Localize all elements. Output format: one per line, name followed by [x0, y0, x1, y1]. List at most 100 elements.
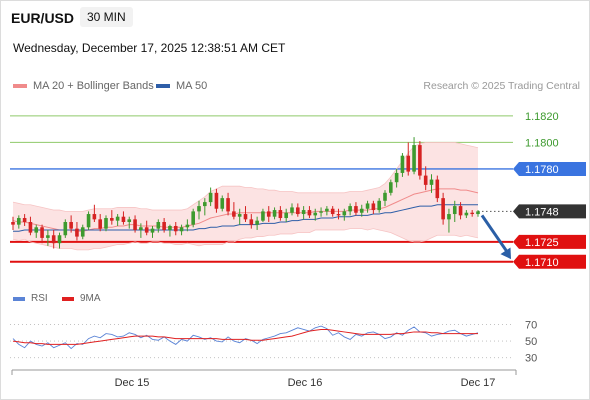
candle-body: [261, 211, 265, 221]
candle: [232, 202, 236, 220]
candle: [197, 200, 201, 220]
candle: [476, 210, 480, 217]
candle: [214, 188, 219, 213]
candle: [150, 225, 155, 238]
candle: [418, 141, 422, 180]
candle: [203, 198, 207, 216]
bollinger-lower-line: [12, 228, 479, 251]
candle-body: [476, 211, 480, 215]
candle: [243, 206, 248, 222]
candle: [406, 142, 411, 176]
candle: [336, 208, 341, 220]
level-tag-1-1800: 1.1800: [525, 137, 559, 149]
candle: [447, 208, 451, 233]
candle: [92, 204, 97, 222]
candle-body: [133, 219, 137, 230]
candle: [359, 204, 364, 217]
candle-body: [371, 203, 376, 211]
level-tag-1-1748: 1.1748: [513, 204, 586, 219]
candle: [208, 187, 213, 207]
candle: [377, 198, 381, 213]
candle-body: [92, 214, 97, 220]
candle: [110, 210, 114, 225]
candle-body: [359, 208, 364, 213]
candle-body: [127, 219, 132, 222]
candle: [237, 208, 242, 225]
legend-bollinger-swatch: [13, 84, 27, 88]
timeframe-button[interactable]: 30 MIN: [80, 7, 133, 27]
legend-rsi-label: RSI: [31, 293, 48, 304]
osc-tick-label: 70: [525, 319, 537, 331]
candle-body: [354, 206, 358, 213]
candle: [354, 202, 358, 216]
candle: [104, 215, 108, 232]
candle-body: [162, 222, 166, 230]
candle-body: [46, 235, 50, 238]
level-tag-1-1780: 1.1780: [513, 161, 586, 176]
candle-body: [470, 212, 474, 215]
candle-body: [179, 227, 184, 232]
candle: [133, 215, 137, 233]
candle-body: [249, 219, 254, 225]
candle: [423, 166, 428, 191]
candle: [51, 229, 56, 249]
datetime-label: Wednesday, December 17, 2025 12:38:51 AM…: [13, 41, 286, 55]
candle: [470, 210, 474, 217]
level-label: 1.1800: [525, 137, 559, 149]
candle-body: [98, 219, 102, 229]
level-label: 1.1780: [525, 164, 559, 176]
ma50-line: [13, 204, 478, 232]
candle: [458, 202, 463, 220]
candle-body: [17, 218, 21, 225]
candle: [272, 207, 277, 220]
candle: [296, 203, 300, 217]
candle: [307, 206, 312, 219]
candle-body: [313, 212, 318, 216]
candle-body: [11, 222, 15, 225]
candle: [139, 223, 143, 238]
candle: [86, 211, 91, 230]
legend-rsi-swatch: [13, 296, 25, 301]
level-label: 1.1748: [525, 206, 559, 218]
candle-body: [255, 220, 259, 225]
candle: [179, 224, 184, 236]
candle: [389, 179, 393, 196]
candle: [173, 222, 178, 236]
x-tick-label: Dec 17: [461, 377, 496, 389]
candle-body: [40, 227, 44, 238]
candle-body: [28, 222, 33, 233]
forecast-arrow-head: [500, 247, 511, 260]
candle-body: [266, 211, 271, 217]
candle: [144, 220, 149, 236]
candle-body: [452, 206, 457, 215]
candle: [127, 216, 132, 229]
legend-ma50-label: MA 50: [176, 80, 208, 92]
legend-9ma-label: 9MA: [80, 293, 101, 304]
level-tag-bg: [513, 234, 586, 249]
candle-body: [191, 211, 195, 225]
candle-body: [34, 227, 39, 233]
candle-body: [150, 228, 155, 233]
candle-body: [394, 172, 399, 183]
candle: [249, 214, 254, 229]
candle: [290, 203, 294, 216]
candle-body: [63, 222, 68, 236]
symbol-title[interactable]: EUR/USD: [11, 10, 75, 26]
candle: [226, 192, 230, 216]
candle-body: [121, 216, 126, 222]
candle-body: [325, 208, 329, 212]
candle-body: [168, 225, 172, 230]
candle-body: [383, 192, 387, 201]
candle-body: [301, 210, 306, 215]
candle: [28, 216, 33, 236]
rsi-9ma-line: [12, 328, 478, 345]
candle: [383, 190, 387, 207]
candle-body: [296, 207, 300, 215]
candle-body: [284, 212, 288, 219]
candle: [162, 218, 166, 233]
candle: [394, 168, 399, 188]
bollinger-upper-line: [12, 142, 479, 212]
candle-body: [80, 227, 85, 237]
candle: [63, 219, 68, 238]
candle: [441, 192, 445, 225]
